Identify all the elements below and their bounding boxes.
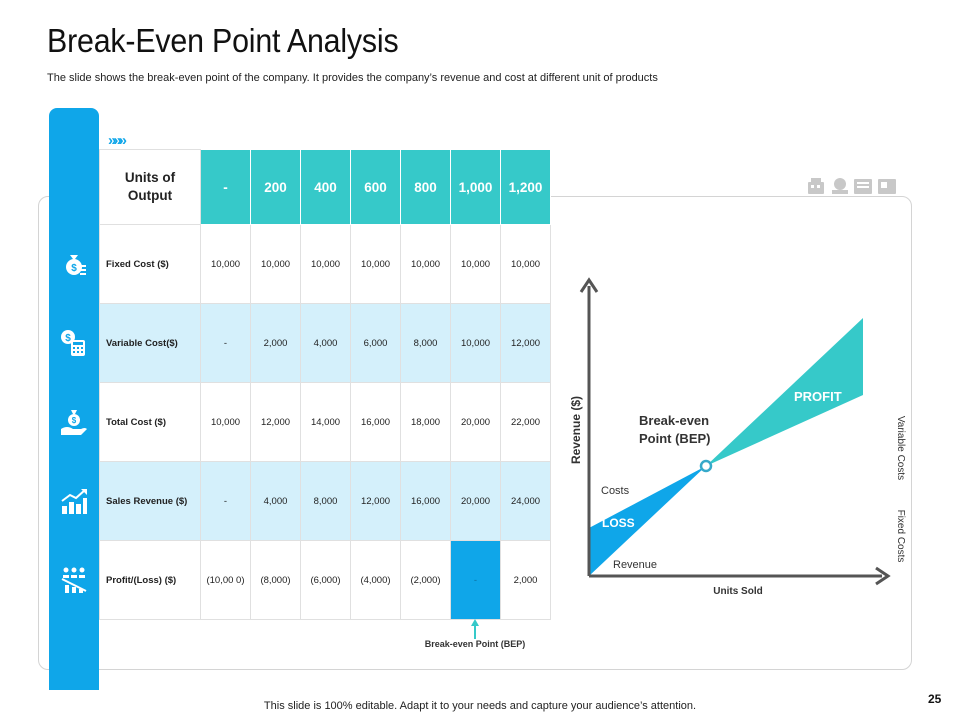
svg-text:$: $ [65, 333, 71, 344]
table-cell: 18,000 [400, 382, 451, 462]
column-header: 1,200 [500, 149, 551, 225]
bep-label-line1: Break-even [639, 413, 709, 428]
table-row: Sales Revenue ($) - 4,000 8,000 12,000 1… [99, 461, 551, 541]
table-cell: 10,000 [200, 382, 251, 462]
table-cell: 4,000 [300, 303, 351, 383]
break-even-table: Units of Output - 200 400 600 800 1,000 … [99, 149, 551, 620]
table-cell: 10,000 [250, 224, 301, 304]
units-of-output-header: Units of Output [99, 149, 201, 225]
table-cell: 10,000 [300, 224, 351, 304]
profit-region [706, 318, 863, 466]
table-row: Fixed Cost ($) 10,000 10,000 10,000 10,0… [99, 224, 551, 304]
svg-text:$: $ [72, 416, 77, 425]
profit-label: PROFIT [794, 389, 842, 404]
table-cell: - [200, 303, 251, 383]
page-title: Break-Even Point Analysis [47, 22, 399, 59]
table-cell: 12,000 [350, 461, 401, 541]
table-cell: 10,000 [450, 224, 501, 304]
fixed-costs-label: Fixed Costs [895, 510, 906, 563]
table-cell: - [200, 461, 251, 541]
table-cell: 20,000 [450, 461, 501, 541]
break-even-chart: Revenue ($) Units Sold Break-even Point … [569, 277, 906, 597]
footer-note: This slide is 100% editable. Adapt it to… [263, 700, 697, 712]
page-subtitle: The slide shows the break-even point of … [47, 72, 658, 84]
svg-text:$: $ [71, 263, 77, 274]
variable-costs-label: Variable Costs [895, 416, 906, 480]
hand-money-bag-icon: $ [57, 405, 91, 439]
loss-label: LOSS [602, 516, 635, 530]
table-cell: (4,000) [350, 540, 401, 620]
table-cell: 16,000 [350, 382, 401, 462]
table-cell: 12,000 [250, 382, 301, 462]
table-cell: 14,000 [300, 382, 351, 462]
table-cell: 2,000 [500, 540, 551, 620]
loss-region [589, 466, 706, 576]
team-chart-icon [57, 563, 91, 597]
table-cell: 16,000 [400, 461, 451, 541]
table-cell: 20,000 [450, 382, 501, 462]
row-label: Profit/(Loss) ($) [99, 540, 201, 620]
table-row: Profit/(Loss) ($) (10,00 0) (8,000) (6,0… [99, 540, 551, 620]
column-header: 200 [250, 149, 301, 225]
table-cell: 24,000 [500, 461, 551, 541]
table-cell: 10,000 [350, 224, 401, 304]
bep-cell: - [450, 540, 501, 620]
column-header: 600 [350, 149, 401, 225]
x-axis-label: Units Sold [713, 586, 762, 597]
table-cell: (2,000) [400, 540, 451, 620]
row-label: Sales Revenue ($) [99, 461, 201, 541]
table-cell: 8,000 [400, 303, 451, 383]
y-axis-label: Revenue ($) [569, 396, 583, 464]
table-header-row: Units of Output - 200 400 600 800 1,000 … [99, 149, 551, 225]
decorative-icons [808, 178, 896, 194]
table-cell: 6,000 [350, 303, 401, 383]
bep-label-line2: Point (BEP) [639, 431, 711, 446]
table-cell: 10,000 [200, 224, 251, 304]
table-row: Total Cost ($) 10,000 12,000 14,000 16,0… [99, 382, 551, 462]
column-header: 400 [300, 149, 351, 225]
bep-table-label: Break-even Point (BEP) [424, 639, 526, 649]
chevrons-icon: »»» [108, 132, 127, 149]
table-cell: 10,000 [500, 224, 551, 304]
row-label: Variable Cost($) [99, 303, 201, 383]
costs-label: Costs [601, 485, 630, 497]
table-cell: (10,00 0) [200, 540, 251, 620]
column-header: - [200, 149, 251, 225]
page-number: 25 [928, 692, 942, 706]
revenue-label: Revenue [613, 559, 657, 571]
table-cell: 10,000 [400, 224, 451, 304]
table-cell: 12,000 [500, 303, 551, 383]
column-header: 800 [400, 149, 451, 225]
table-cell: 8,000 [300, 461, 351, 541]
column-header: 1,000 [450, 149, 501, 225]
table-cell: (8,000) [250, 540, 301, 620]
table-cell: 2,000 [250, 303, 301, 383]
bep-marker [699, 459, 713, 473]
table-cell: (6,000) [300, 540, 351, 620]
growth-chart-icon [57, 484, 91, 518]
row-label: Total Cost ($) [99, 382, 201, 462]
table-cell: 4,000 [250, 461, 301, 541]
table-cell: 10,000 [450, 303, 501, 383]
icon-sidebar [49, 108, 99, 690]
bep-arrow-icon [471, 619, 479, 639]
row-label: Fixed Cost ($) [99, 224, 201, 304]
table-cell: 22,000 [500, 382, 551, 462]
calculator-dollar-icon: $ [57, 326, 91, 360]
table-row: Variable Cost($) - 2,000 4,000 6,000 8,0… [99, 303, 551, 383]
money-bag-icon: $ [57, 247, 91, 281]
